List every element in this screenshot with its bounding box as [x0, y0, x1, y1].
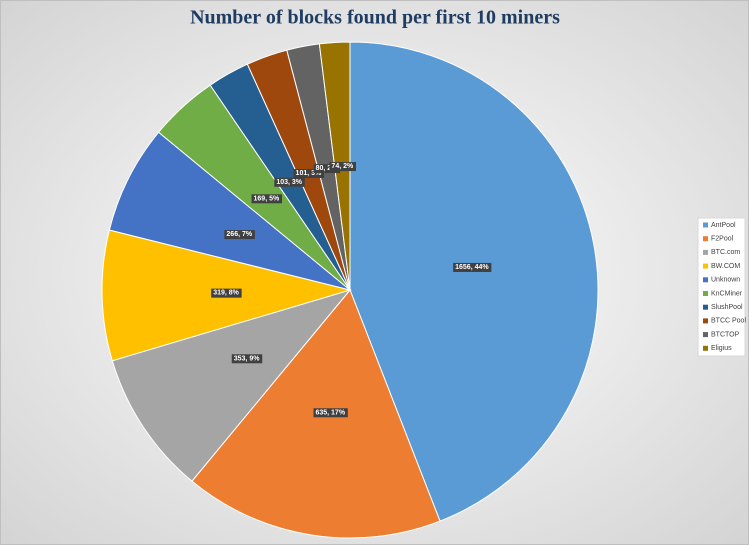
legend-label: BW.COM — [711, 263, 740, 270]
data-label-box — [293, 169, 325, 179]
data-label: 635, 17% — [315, 409, 345, 416]
legend-swatch — [703, 222, 708, 228]
chart-title: Number of blocks found per first 10 mine… — [190, 7, 560, 29]
data-label: 353, 9% — [234, 355, 260, 362]
data-label-box — [313, 164, 341, 174]
data-label-box — [313, 408, 348, 418]
data-label-box — [224, 230, 255, 240]
legend-label: Unknown — [711, 277, 740, 284]
legend-label: KnCMiner — [711, 290, 743, 297]
legend-swatch — [703, 318, 708, 324]
data-label-box — [329, 162, 357, 172]
legend-swatch — [703, 332, 708, 338]
legend-swatch — [703, 236, 708, 242]
data-label-box — [231, 354, 263, 364]
data-label-box — [211, 288, 242, 298]
data-label: 101, 3% — [296, 170, 322, 177]
data-label-box — [274, 177, 305, 187]
legend-swatch — [703, 304, 708, 310]
pie-slice — [349, 41, 599, 522]
data-label: 266, 7% — [226, 231, 252, 238]
legend-label: BTCTOP — [711, 331, 740, 338]
data-label-box — [251, 194, 282, 204]
legend-label: AntPool — [711, 222, 736, 229]
data-label: 74, 2% — [331, 163, 354, 170]
legend-swatch — [703, 263, 708, 269]
legend-label: BTC.com — [711, 249, 740, 256]
data-label: 169, 5% — [254, 195, 280, 202]
legend-swatch — [703, 345, 708, 351]
pie-slice — [108, 131, 351, 291]
legend-label: F2Pool — [711, 236, 734, 243]
legend-swatch — [703, 249, 708, 255]
data-label: 80, 2% — [316, 165, 339, 172]
data-label: 103, 3% — [276, 179, 302, 186]
legend-label: SlushPool — [711, 304, 743, 311]
data-label-box — [453, 262, 492, 272]
data-label: 1656, 44% — [455, 264, 489, 271]
legend-label: BTCC Pool — [711, 318, 746, 325]
legend-swatch — [703, 291, 708, 296]
legend-swatch — [703, 277, 708, 283]
data-label: 319, 8% — [213, 290, 239, 297]
legend-label: Eligius — [711, 345, 732, 352]
pie-slice — [111, 289, 352, 482]
